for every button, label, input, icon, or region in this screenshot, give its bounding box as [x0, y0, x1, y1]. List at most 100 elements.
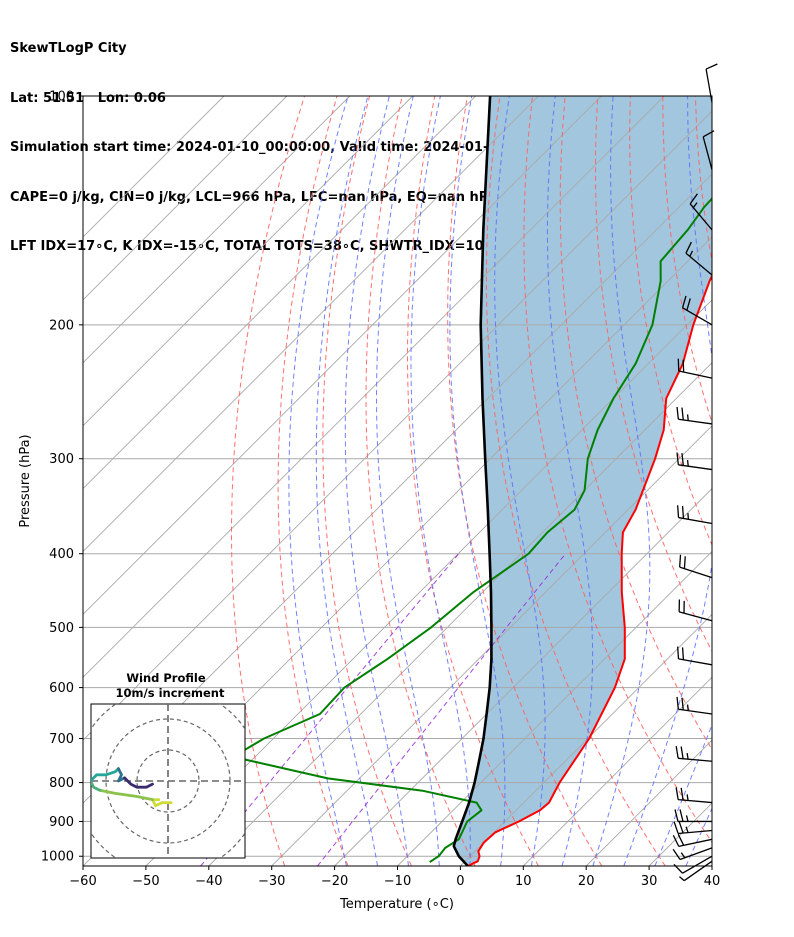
y-tick-label: 200 — [49, 318, 74, 333]
dry-adiabat — [629, 96, 712, 547]
dry-adiabat — [523, 96, 712, 844]
dry-adiabat — [761, 96, 794, 866]
barb-half-flag — [692, 202, 698, 209]
x-tick-label: −60 — [69, 874, 96, 889]
x-tick-label: −30 — [258, 874, 285, 889]
x-tick-label: 10 — [515, 874, 532, 889]
wind-barb — [681, 295, 713, 326]
barb-flag — [681, 647, 685, 660]
cin-shaded-region — [453, 96, 712, 866]
moist-adiabat — [410, 96, 471, 866]
isotherm-line — [83, 96, 539, 553]
isotherm-line — [83, 96, 665, 678]
barb-flag — [672, 834, 680, 847]
stability-indices: LFT IDX=17∘C, K IDX=-15∘C, TOTAL TOTS=38… — [10, 239, 502, 254]
isotherm-line — [83, 96, 288, 301]
wind-barb — [674, 809, 712, 823]
y-tick-label: 800 — [49, 776, 74, 791]
barb-flag — [681, 697, 684, 711]
moist-adiabat — [717, 96, 794, 866]
isotherm-line — [83, 96, 414, 427]
isotherm-line — [83, 96, 602, 616]
barb-flag — [673, 863, 684, 874]
barb-flag — [679, 809, 684, 822]
isotherm-line — [208, 362, 712, 866]
barb-flag — [685, 241, 692, 254]
axes: −60 −50 −40 −30 −20 −10 0 10 20 30 40 100 200 300 400 5… — [41, 90, 720, 890]
parcel-indices: CAPE=0 j/kg, CIN=0 j/kg, LCL=966 hPa, LF… — [10, 189, 497, 205]
isotherm-line — [334, 487, 712, 866]
hodograph-trace — [123, 776, 154, 789]
x-tick-label: −40 — [195, 874, 222, 889]
dry-adiabat — [728, 96, 794, 866]
station-title: SkewTLogP City — [10, 41, 127, 56]
hodograph-trace — [117, 767, 126, 783]
wind-barb — [675, 745, 713, 762]
barb-staff — [679, 847, 713, 861]
y-tick-label: 1000 — [41, 850, 74, 865]
barb-staff — [679, 566, 713, 579]
barb-flag — [676, 696, 679, 710]
y-tick-label: 300 — [49, 452, 74, 467]
isotherm-line — [145, 299, 712, 866]
x-tick-label: 30 — [641, 874, 658, 889]
barb-staff — [678, 370, 713, 379]
barb-staff — [678, 464, 713, 471]
barb-staff — [678, 658, 713, 666]
isotherm-line — [83, 96, 476, 490]
barb-staff — [678, 516, 713, 525]
isotherm-line — [83, 96, 225, 238]
barb-half-flag — [686, 752, 689, 760]
barb-half-flag — [686, 704, 689, 711]
wind-barb — [702, 130, 715, 170]
wind-barb — [673, 855, 713, 874]
barb-staff — [678, 708, 713, 715]
wind-barb — [676, 406, 713, 425]
barb-flag — [677, 833, 685, 846]
wind-barb — [676, 646, 713, 666]
moist-adiabat — [592, 96, 651, 866]
barb-flag — [681, 407, 684, 420]
isotherm-line — [711, 865, 712, 866]
isotherm-line — [83, 96, 351, 364]
parcel-path-line — [452, 96, 493, 866]
station-coordinates: Lat: 51.51 Lon: 0.06 — [10, 90, 166, 106]
barb-flag — [679, 554, 682, 568]
isotherm-line — [775, 96, 794, 866]
barb-staff — [705, 68, 713, 103]
barb-flag — [675, 787, 679, 800]
wind-barb — [676, 696, 713, 715]
isotherm-line — [397, 550, 712, 866]
hodograph-title: Wind Profile — [126, 671, 206, 685]
wind-barb — [676, 452, 713, 471]
wind-barb — [676, 505, 713, 525]
barb-flag — [676, 646, 680, 659]
moist-adiabat — [546, 96, 594, 866]
x-tick-label: −50 — [132, 874, 159, 889]
hodograph-trace — [91, 767, 120, 783]
wind-barb — [673, 821, 713, 835]
y-tick-label: 900 — [49, 815, 74, 830]
hodograph-trace — [91, 779, 102, 792]
dry-adiabat — [322, 96, 412, 866]
wind-barb — [675, 787, 713, 804]
wind-barbs — [672, 63, 718, 882]
barb-flag — [672, 848, 681, 860]
dry-adiabat — [485, 96, 666, 866]
x-tick-label: −10 — [384, 874, 411, 889]
barb-half-flag — [680, 852, 686, 859]
isotherm-line — [522, 676, 712, 866]
dry-adiabat — [595, 96, 712, 653]
barb-flag — [678, 821, 684, 834]
wind-barb — [679, 554, 713, 579]
hodograph-plot — [91, 704, 245, 858]
sounding-profiles — [232, 96, 712, 866]
barb-flag — [676, 505, 680, 518]
barb-staff — [678, 829, 713, 835]
x-axis-label: Temperature (∘C) — [339, 897, 454, 912]
barb-staff — [678, 418, 713, 425]
barb-staff — [689, 203, 713, 231]
mixing-ratio-line — [317, 553, 566, 866]
chart-header: SkewTLogP City Lat: 51.51 Lon: 0.06 Simu… — [10, 8, 603, 272]
barb-staff — [678, 757, 713, 762]
